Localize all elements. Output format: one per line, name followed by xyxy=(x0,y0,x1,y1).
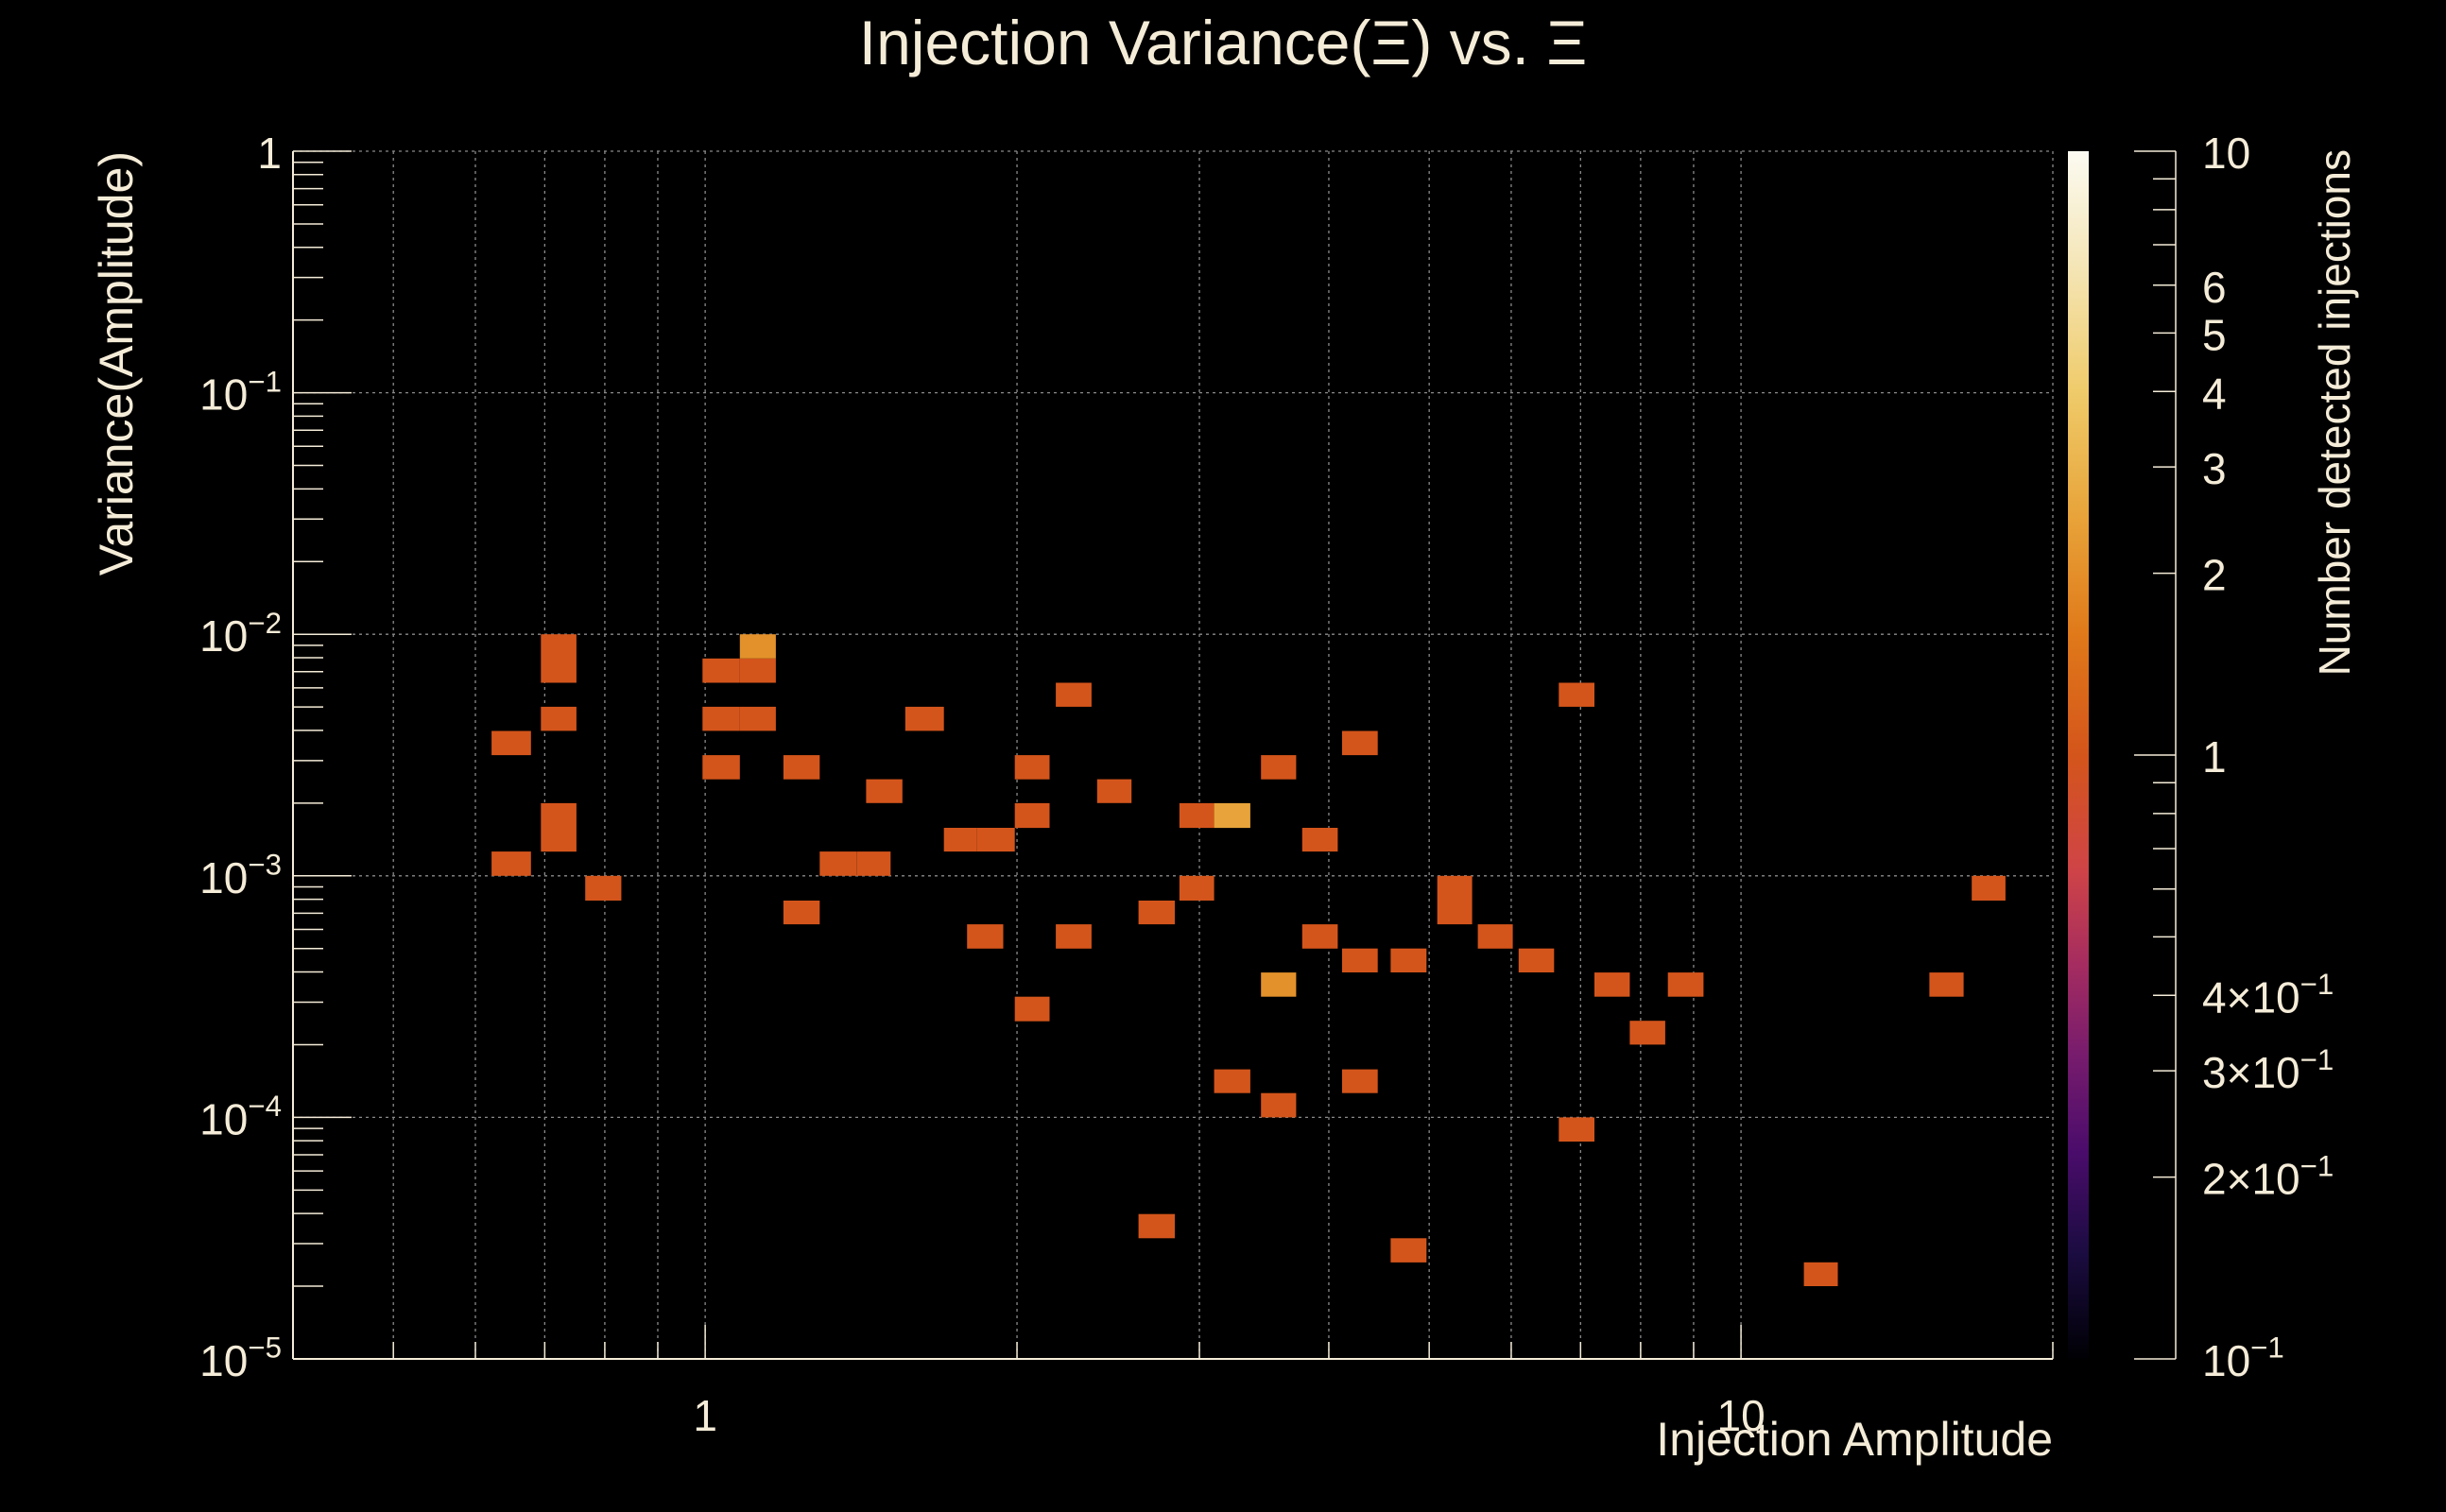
y-tick-label: 10−4 xyxy=(199,1090,282,1143)
x-tick-labels: 1 10 xyxy=(693,1391,1765,1440)
heatmap-bin xyxy=(1179,875,1214,901)
heatmap-bin xyxy=(1518,948,1555,972)
heatmap-bin xyxy=(1559,1117,1594,1142)
heatmap-bin xyxy=(1056,682,1092,707)
heatmap-bin xyxy=(1390,948,1427,972)
heatmap-bin xyxy=(1390,1238,1427,1263)
heatmap-bin xyxy=(1138,901,1175,925)
heatmap-bin xyxy=(1559,682,1594,707)
colorbar-tick-label: 5 xyxy=(2202,310,2227,359)
colorbar-tick-label: 10−1 xyxy=(2202,1332,2284,1385)
colorbar-tick-label: 1 xyxy=(2202,732,2227,782)
heatmap-bin xyxy=(1972,875,2006,901)
heatmap-bin xyxy=(866,779,903,803)
heatmap-bin xyxy=(1014,996,1050,1022)
heatmap-bin xyxy=(856,851,891,876)
grid xyxy=(293,150,2054,1359)
heatmap-bin xyxy=(739,658,776,683)
heatmap-bin xyxy=(1629,1021,1665,1045)
heatmap-bin xyxy=(783,901,820,925)
colorbar xyxy=(2068,151,2089,1359)
colorbar-tick-labels: 10 65 4 3 2 1 4×10−1 3×10−1 2×10−1 10−1 xyxy=(2202,129,2334,1385)
heatmap-bin xyxy=(585,875,622,901)
heatmap-bin xyxy=(1261,1092,1297,1118)
heatmap-bin xyxy=(1014,802,1050,829)
heatmap-bin xyxy=(1301,828,1338,852)
colorbar-tick-label: 6 xyxy=(2202,263,2227,312)
heatmap-bin xyxy=(943,828,977,852)
y-tick-labels: 1 10−1 10−2 10−3 10−4 10−5 xyxy=(199,129,282,1385)
heatmap-bin xyxy=(1929,972,1964,997)
y-tick-label: 10−5 xyxy=(199,1332,282,1385)
heatmap-bin xyxy=(1261,972,1297,997)
heatmap-bin xyxy=(1342,948,1378,972)
y-tick-label: 10−2 xyxy=(199,607,282,661)
heatmap-bin xyxy=(1594,972,1630,997)
heatmap-bin xyxy=(904,706,944,731)
colorbar-tick-label: 3×10−1 xyxy=(2202,1043,2334,1097)
x-tick-label: 10 xyxy=(1716,1391,1765,1440)
x-tick-label: 1 xyxy=(693,1391,717,1440)
colorbar-label: Number detected injections xyxy=(2310,149,2359,676)
heatmap-bin xyxy=(1179,802,1214,829)
heatmap-bin xyxy=(1667,972,1704,997)
axes xyxy=(292,150,2054,1360)
colorbar-tick-label: 10 xyxy=(2202,129,2250,178)
heatmap-bin xyxy=(491,730,531,756)
heatmap-bin xyxy=(1301,924,1338,949)
colorbar-tick-label: 4×10−1 xyxy=(2202,968,2334,1022)
colorbar-ticks xyxy=(2134,150,2177,1360)
colorbar-tick-label: 2×10−1 xyxy=(2202,1149,2334,1203)
heatmap-bin xyxy=(1342,730,1378,756)
heatmap-bin xyxy=(541,634,577,683)
colorbar-tick-label: 4 xyxy=(2202,369,2227,418)
heatmap-bin xyxy=(1056,924,1092,949)
heatmap-bin xyxy=(702,658,740,683)
heatmap-bin xyxy=(1138,1213,1175,1239)
heatmap-bin xyxy=(976,828,1015,852)
y-tick-label: 10−1 xyxy=(199,365,282,419)
heatmap-bin xyxy=(819,851,857,876)
heatmap-bin xyxy=(783,755,820,780)
heatmap-bin xyxy=(1214,802,1250,829)
y-tick-label: 1 xyxy=(257,129,282,178)
heatmap-bin xyxy=(491,851,531,876)
y-axis-label: Variance(Amplitude) xyxy=(90,151,143,576)
heatmap-bins xyxy=(491,634,2006,1286)
heatmap-bin xyxy=(1214,1069,1250,1093)
x-axis-label: Injection Amplitude xyxy=(1656,1413,2053,1466)
heatmap-bin xyxy=(541,802,577,852)
heatmap-bin xyxy=(702,706,740,731)
heatmap-bin xyxy=(1803,1262,1838,1286)
colorbar-tick-label: 2 xyxy=(2202,551,2227,600)
heatmap-bin xyxy=(1437,875,1473,925)
colorbar-tick-label: 3 xyxy=(2202,444,2227,493)
heatmap-bin xyxy=(541,706,577,731)
heatmap-bin xyxy=(1342,1069,1378,1093)
y-tick-label: 10−3 xyxy=(199,848,282,902)
heatmap-bin xyxy=(1477,924,1513,949)
heatmap-bin xyxy=(1261,755,1297,780)
heatmap-bin xyxy=(1014,755,1050,780)
chart-title: Injection Variance(Ξ) vs. Ξ xyxy=(859,8,1588,77)
heatmap-bin xyxy=(739,706,776,731)
heatmap-bin xyxy=(967,924,1004,949)
heatmap-bin xyxy=(739,634,776,659)
heatmap-bin xyxy=(1096,779,1132,803)
heatmap-bin xyxy=(702,755,740,780)
